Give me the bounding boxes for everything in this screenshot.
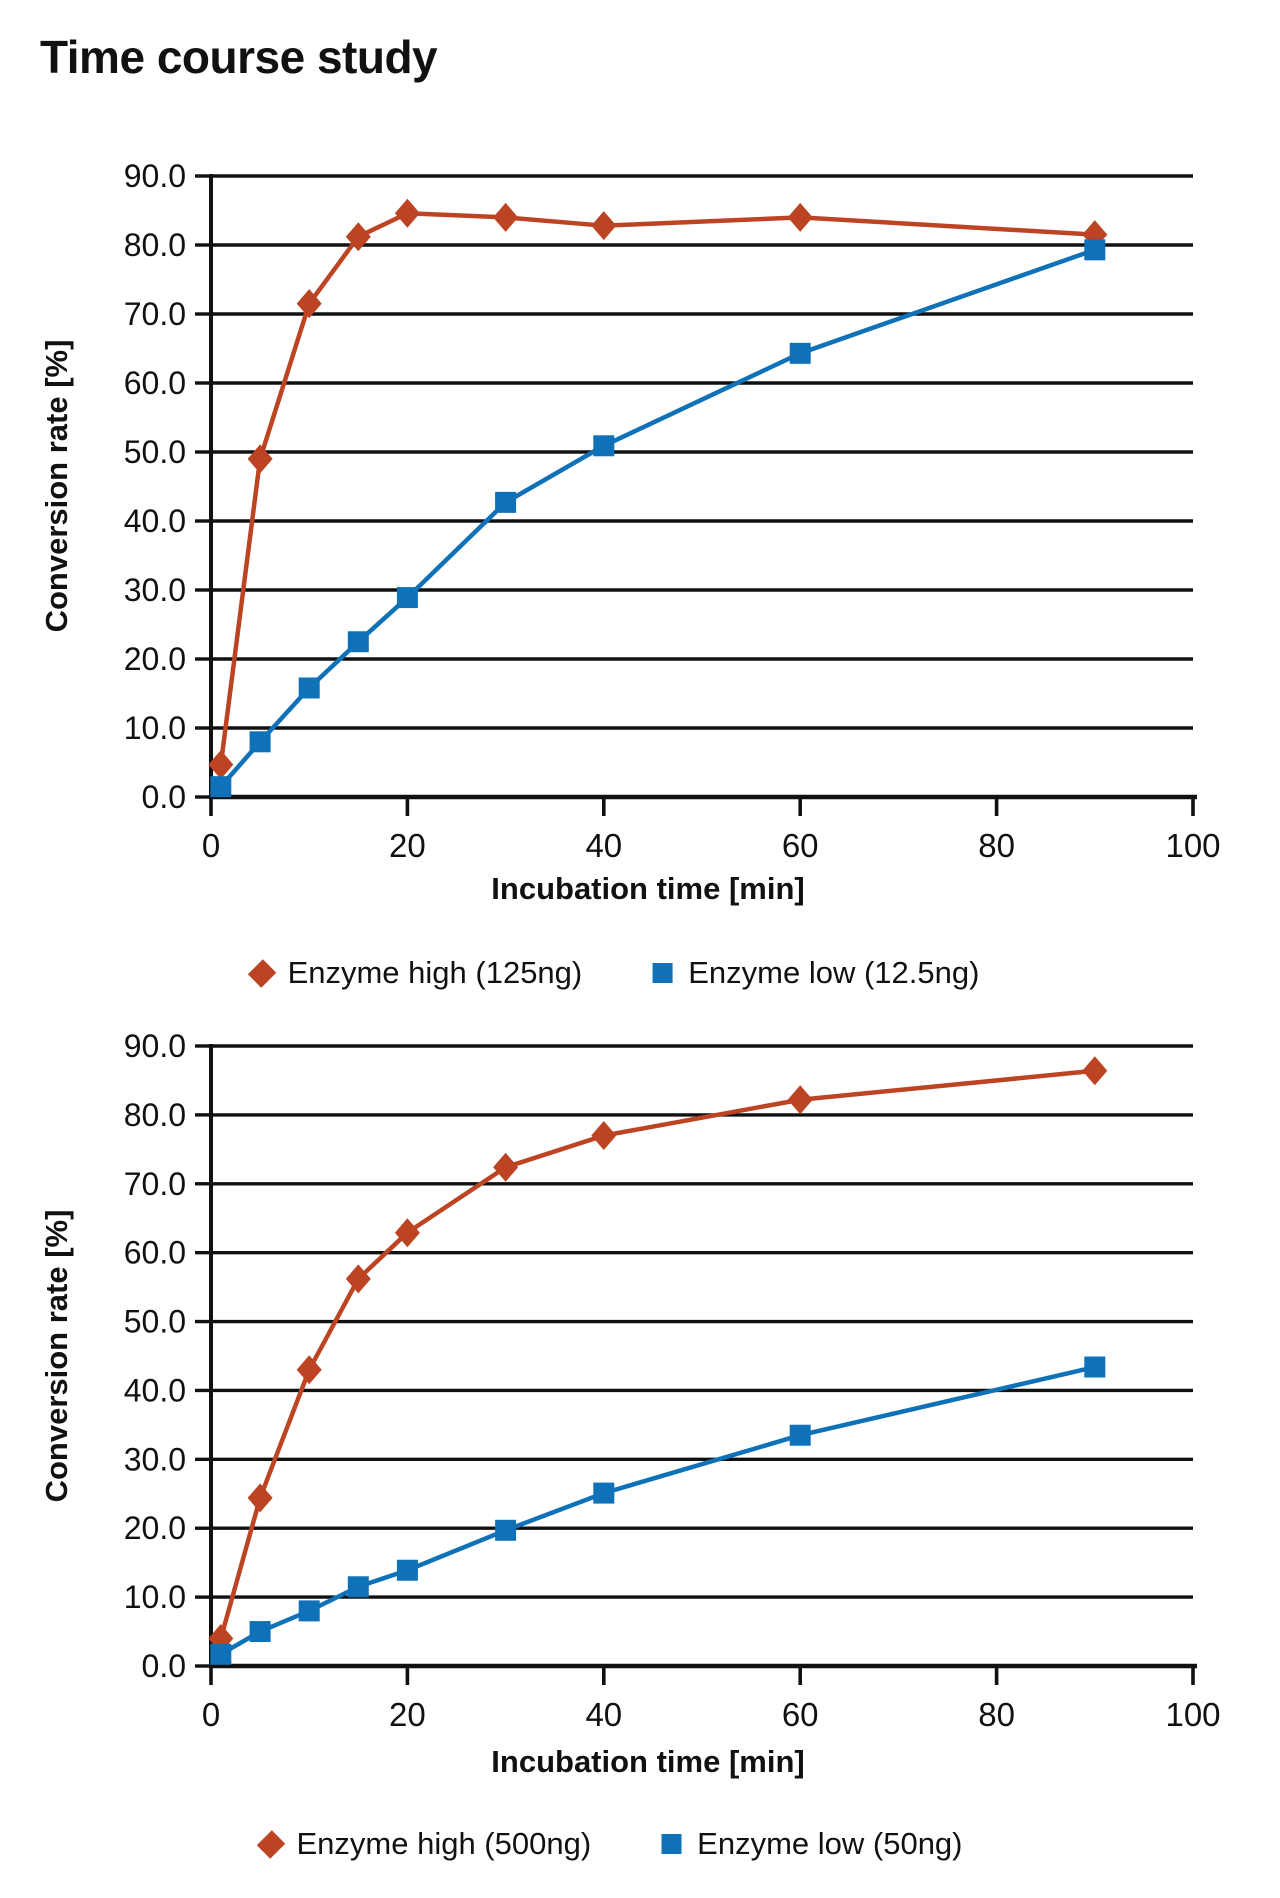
data-point-marker: [247, 444, 273, 474]
data-point-marker: [1082, 1056, 1108, 1086]
diamond-marker-icon: [256, 1829, 286, 1859]
data-point-marker: [347, 1576, 369, 1598]
legend-label: Enzyme low (12.5ng): [688, 955, 980, 990]
x-tick-label: 60: [782, 1696, 819, 1733]
data-point-marker: [493, 1152, 519, 1182]
y-tick-label: 0.0: [142, 1648, 186, 1684]
y-tick-label: 60.0: [124, 365, 186, 401]
series-line: [219, 247, 1096, 789]
data-point-marker: [210, 1643, 232, 1665]
chart1-legend: Enzyme high (125ng) Enzyme low (12.5ng): [247, 955, 979, 991]
series-line: [218, 1068, 1096, 1640]
legend-item-enzyme-low-50: Enzyme low (50ng): [661, 1826, 963, 1862]
data-point-marker: [593, 435, 615, 457]
data-point-marker: [787, 1085, 813, 1115]
y-tick-label: 90.0: [124, 1028, 186, 1064]
y-tick-label: 70.0: [124, 296, 186, 332]
chart-2-plot: 0.0 10.0 20.0 30.0 40.0 50.0 60.0 70.0 80.0 90.0 0…: [124, 1028, 1221, 1733]
y-tick-label: 50.0: [124, 434, 186, 470]
legend-label: Enzyme low (50ng): [697, 1826, 963, 1861]
legend-label: Enzyme high (125ng): [287, 955, 583, 990]
legend-item-enzyme-high-125: Enzyme high (125ng): [247, 955, 583, 991]
chart1-y-axis-title: Conversion rate [%]: [39, 339, 74, 633]
data-point-marker: [787, 202, 813, 232]
x-tick-label: 60: [782, 827, 819, 864]
page-title: Time course study: [40, 31, 438, 83]
chart2-y-axis-title: Conversion rate [%]: [39, 1209, 74, 1503]
y-tick-label: 90.0: [124, 158, 186, 194]
data-point-marker: [1084, 1356, 1106, 1378]
diamond-marker-icon: [247, 958, 277, 988]
data-point-marker: [593, 1482, 615, 1504]
x-tick-label: 40: [585, 827, 622, 864]
y-tick-label: 80.0: [124, 1097, 186, 1133]
data-point-marker: [249, 1621, 271, 1643]
series-line: [219, 1364, 1096, 1657]
legend-item-enzyme-low-12-5: Enzyme low (12.5ng): [652, 955, 979, 991]
data-point-marker: [347, 631, 369, 653]
data-point-marker: [1084, 239, 1106, 261]
chart1-x-axis-title: Incubation time [min]: [491, 871, 805, 906]
data-point-marker: [345, 1264, 371, 1294]
data-point-marker: [247, 1483, 273, 1513]
data-point-marker: [394, 198, 420, 228]
x-tick-label: 20: [389, 827, 426, 864]
x-tick-label: 0: [202, 1696, 220, 1733]
legend-label: Enzyme high (500ng): [296, 1826, 592, 1861]
data-point-marker: [345, 222, 371, 252]
data-point-marker: [208, 750, 234, 780]
y-tick-label: 40.0: [124, 1372, 186, 1408]
legend-item-enzyme-high-500: Enzyme high (500ng): [256, 1826, 592, 1862]
square-marker-icon: [652, 963, 673, 983]
y-tick-label: 50.0: [124, 1304, 186, 1340]
data-point-marker: [210, 776, 232, 798]
x-tick-label: 100: [1165, 1696, 1220, 1733]
data-point-marker: [493, 202, 519, 232]
y-tick-label: 70.0: [124, 1166, 186, 1202]
x-tick-label: 40: [585, 1696, 622, 1733]
data-point-marker: [495, 491, 517, 513]
chart2-legend: Enzyme high (500ng) Enzyme low (50ng): [256, 1826, 963, 1862]
chart2-x-axis-title: Incubation time [min]: [491, 1744, 805, 1779]
y-tick-label: 0.0: [142, 779, 186, 815]
y-tick-label: 30.0: [124, 572, 186, 608]
data-point-marker: [591, 1121, 617, 1151]
y-tick-label: 80.0: [124, 227, 186, 263]
data-point-marker: [394, 1218, 420, 1248]
x-tick-label: 0: [202, 827, 220, 864]
x-tick-label: 80: [978, 1696, 1015, 1733]
y-tick-label: 10.0: [124, 1579, 186, 1615]
data-point-marker: [396, 1559, 418, 1581]
data-point-marker: [298, 677, 320, 699]
y-tick-label: 10.0: [124, 710, 186, 746]
data-point-marker: [396, 587, 418, 609]
y-tick-label: 60.0: [124, 1235, 186, 1271]
y-tick-label: 40.0: [124, 503, 186, 539]
x-tick-label: 20: [389, 1696, 426, 1733]
data-point-marker: [591, 211, 617, 241]
data-point-marker: [495, 1519, 517, 1541]
data-point-marker: [789, 1424, 811, 1446]
square-marker-icon: [661, 1834, 682, 1854]
data-point-marker: [789, 342, 811, 364]
data-point-marker: [298, 1600, 320, 1622]
x-tick-label: 80: [978, 827, 1015, 864]
x-tick-label: 100: [1165, 827, 1220, 864]
y-tick-label: 30.0: [124, 1441, 186, 1477]
y-tick-label: 20.0: [124, 641, 186, 677]
data-point-marker: [296, 289, 322, 319]
chart-1-plot: 0.0 10.0 20.0 30.0 40.0 50.0 60.0 70.0 80.0 90.0 0…: [124, 158, 1221, 864]
data-point-marker: [249, 731, 271, 753]
data-point-marker: [296, 1355, 322, 1385]
y-tick-label: 20.0: [124, 1510, 186, 1546]
